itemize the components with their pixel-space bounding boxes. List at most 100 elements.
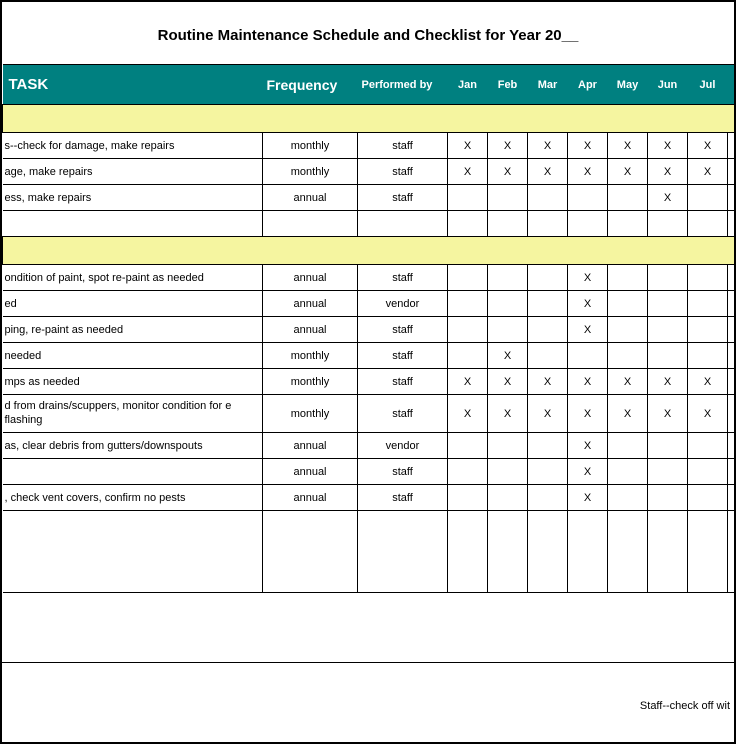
blank-cell <box>688 211 728 237</box>
month-cell: X <box>568 265 608 291</box>
frequency-cell: monthly <box>263 369 358 395</box>
blank-cell <box>3 211 263 237</box>
header-month: Mar <box>528 65 568 105</box>
month-cell: X <box>608 395 648 433</box>
section-cell <box>3 237 736 265</box>
edge-cell <box>728 395 736 433</box>
header-task: TASK <box>3 65 263 105</box>
month-cell: X <box>568 159 608 185</box>
table-row: d from drains/scuppers, monitor conditio… <box>3 395 736 433</box>
header-month: May <box>608 65 648 105</box>
month-cell: X <box>568 133 608 159</box>
month-cell: X <box>648 159 688 185</box>
month-cell <box>648 265 688 291</box>
month-cell <box>488 485 528 511</box>
month-cell: X <box>608 133 648 159</box>
month-cell: X <box>528 133 568 159</box>
edge-cell <box>728 265 736 291</box>
blank-cell <box>528 211 568 237</box>
month-cell: X <box>488 369 528 395</box>
task-cell: d from drains/scuppers, monitor conditio… <box>3 395 263 433</box>
task-cell: needed <box>3 343 263 369</box>
performed-by-cell: staff <box>358 395 448 433</box>
frequency-cell: annual <box>263 265 358 291</box>
month-cell: X <box>528 369 568 395</box>
month-cell: X <box>608 159 648 185</box>
performed-by-cell: staff <box>358 485 448 511</box>
table-row: mps as neededmonthlystaffXXXXXXX <box>3 369 736 395</box>
month-cell <box>488 185 528 211</box>
month-cell <box>688 317 728 343</box>
month-cell <box>448 185 488 211</box>
blank-cell <box>488 211 528 237</box>
blank-cell <box>568 511 608 593</box>
schedule-table: TASK Frequency Performed by Jan Feb Mar … <box>2 64 736 593</box>
edge-cell <box>728 291 736 317</box>
month-cell <box>608 317 648 343</box>
month-cell: X <box>568 395 608 433</box>
header-frequency: Frequency <box>263 65 358 105</box>
month-cell: X <box>648 133 688 159</box>
header-month: Apr <box>568 65 608 105</box>
frequency-cell: annual <box>263 185 358 211</box>
month-cell <box>528 485 568 511</box>
performed-by-cell: staff <box>358 159 448 185</box>
table-row <box>3 211 736 237</box>
month-cell <box>608 485 648 511</box>
month-cell <box>488 265 528 291</box>
month-cell <box>448 291 488 317</box>
header-month: Jan <box>448 65 488 105</box>
task-cell <box>3 459 263 485</box>
footer-area: Staff--check off wit <box>2 662 734 742</box>
month-cell: X <box>688 369 728 395</box>
frequency-cell: annual <box>263 291 358 317</box>
blank-cell <box>648 211 688 237</box>
task-cell: ess, make repairs <box>3 185 263 211</box>
month-cell <box>648 291 688 317</box>
blank-cell <box>688 511 728 593</box>
month-cell <box>568 185 608 211</box>
month-cell <box>648 317 688 343</box>
month-cell: X <box>568 459 608 485</box>
month-cell <box>688 433 728 459</box>
table-row <box>3 105 736 133</box>
frequency-cell: annual <box>263 459 358 485</box>
month-cell <box>488 459 528 485</box>
month-cell: X <box>688 133 728 159</box>
performed-by-cell: staff <box>358 265 448 291</box>
month-cell: X <box>568 317 608 343</box>
month-cell <box>648 485 688 511</box>
month-cell: X <box>568 291 608 317</box>
month-cell: X <box>448 369 488 395</box>
month-cell <box>688 291 728 317</box>
month-cell: X <box>448 133 488 159</box>
frequency-cell: annual <box>263 433 358 459</box>
blank-cell <box>263 211 358 237</box>
header-performed-by: Performed by <box>358 65 448 105</box>
blank-cell <box>568 211 608 237</box>
task-cell: , check vent covers, confirm no pests <box>3 485 263 511</box>
month-cell: X <box>688 159 728 185</box>
table-row: ondition of paint, spot re-paint as need… <box>3 265 736 291</box>
edge-cell <box>728 159 736 185</box>
task-cell: ondition of paint, spot re-paint as need… <box>3 265 263 291</box>
blank-cell <box>608 511 648 593</box>
table-row: age, make repairsmonthlystaffXXXXXXX <box>3 159 736 185</box>
task-cell: ed <box>3 291 263 317</box>
blank-cell <box>528 511 568 593</box>
blank-cell <box>358 511 448 593</box>
month-cell <box>608 433 648 459</box>
page-title: Routine Maintenance Schedule and Checkli… <box>2 2 734 64</box>
month-cell: X <box>488 159 528 185</box>
page-container: Routine Maintenance Schedule and Checkli… <box>0 0 736 744</box>
blank-cell <box>728 211 736 237</box>
month-cell <box>488 433 528 459</box>
table-row: as, clear debris from gutters/downspouts… <box>3 433 736 459</box>
frequency-cell: monthly <box>263 343 358 369</box>
month-cell <box>608 343 648 369</box>
frequency-cell: annual <box>263 485 358 511</box>
blank-cell <box>648 511 688 593</box>
header-row: TASK Frequency Performed by Jan Feb Mar … <box>3 65 736 105</box>
table-body: s--check for damage, make repairsmonthly… <box>3 105 736 593</box>
frequency-cell: monthly <box>263 159 358 185</box>
